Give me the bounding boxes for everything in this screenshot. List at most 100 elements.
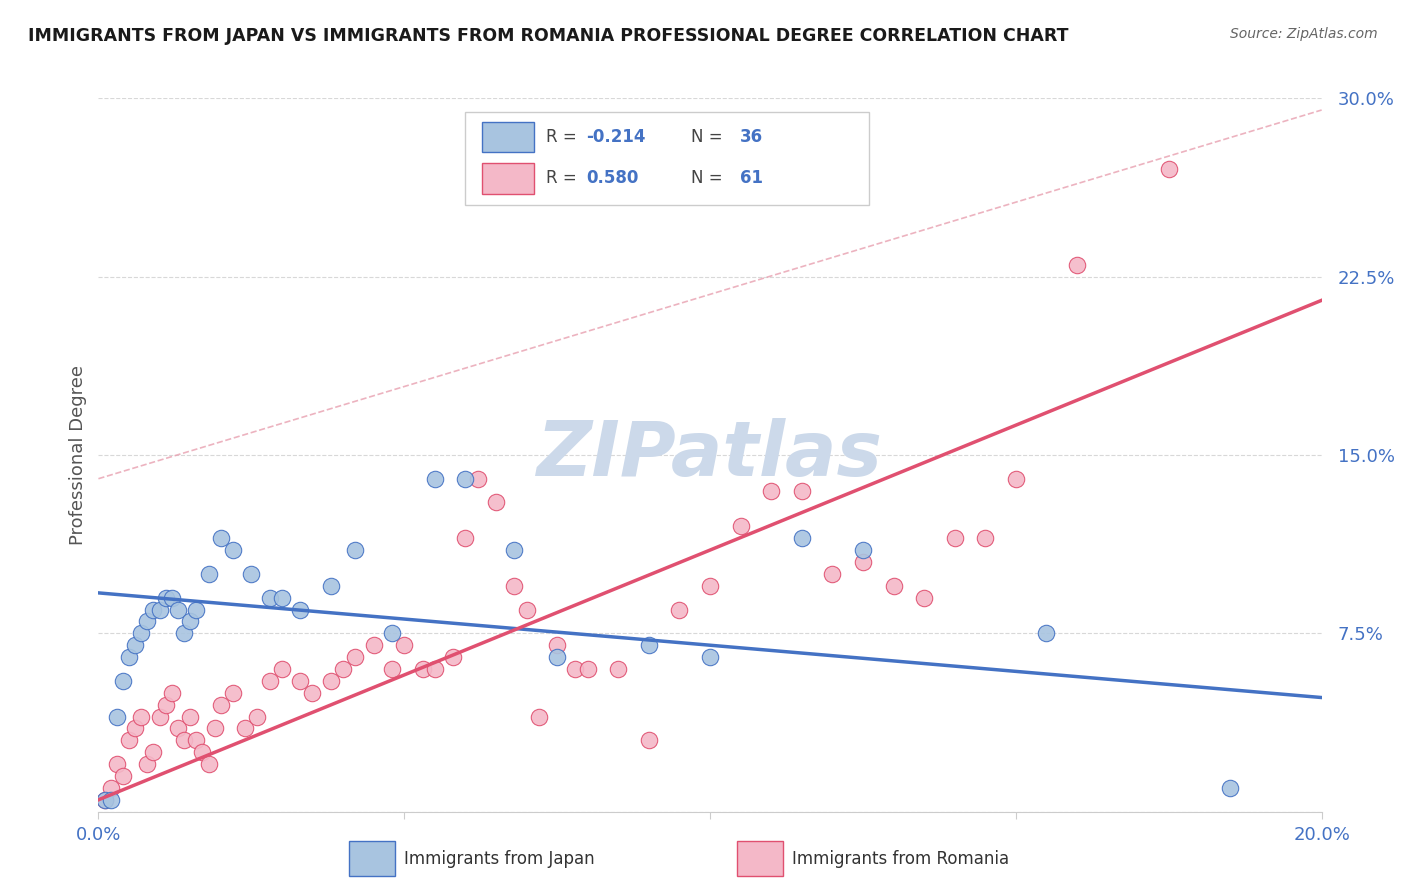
Point — [564, 662, 586, 676]
Point — [412, 662, 434, 676]
Point — [290, 602, 312, 616]
Point — [129, 626, 152, 640]
Point — [576, 662, 599, 676]
Point — [233, 722, 256, 736]
Point — [503, 543, 526, 558]
Point — [160, 686, 183, 700]
Point — [852, 543, 875, 558]
Point — [546, 650, 568, 665]
Point — [124, 722, 146, 736]
Point — [105, 757, 128, 772]
FancyBboxPatch shape — [737, 841, 783, 876]
Point — [129, 709, 152, 723]
Point — [607, 662, 630, 676]
Point — [142, 602, 165, 616]
Point — [173, 733, 195, 747]
Point — [270, 662, 292, 676]
Point — [118, 733, 141, 747]
Point — [759, 483, 782, 498]
Point — [240, 566, 263, 581]
Point — [912, 591, 935, 605]
Point — [821, 566, 844, 581]
Point — [454, 472, 477, 486]
Point — [204, 722, 226, 736]
Point — [485, 495, 508, 509]
Point — [209, 531, 232, 545]
Point — [270, 591, 292, 605]
Point — [363, 638, 385, 652]
Point — [246, 709, 269, 723]
Point — [197, 566, 219, 581]
Point — [111, 673, 134, 688]
Point — [118, 650, 141, 665]
Point — [222, 686, 245, 700]
Point — [124, 638, 146, 652]
Point — [155, 591, 177, 605]
Point — [301, 686, 323, 700]
Point — [852, 555, 875, 569]
Point — [527, 709, 550, 723]
Point — [100, 780, 122, 795]
Point — [441, 650, 464, 665]
Point — [790, 483, 813, 498]
Point — [155, 698, 177, 712]
Point — [546, 638, 568, 652]
Point — [381, 662, 404, 676]
Point — [790, 531, 813, 545]
Point — [381, 626, 404, 640]
Point — [290, 673, 312, 688]
Point — [423, 662, 446, 676]
Point — [222, 543, 245, 558]
Point — [319, 579, 342, 593]
Point — [454, 531, 477, 545]
Point — [149, 709, 172, 723]
Point — [93, 793, 115, 807]
Point — [136, 615, 159, 629]
Point — [136, 757, 159, 772]
Point — [191, 745, 214, 759]
Point — [974, 531, 997, 545]
Point — [186, 733, 208, 747]
Point — [149, 602, 172, 616]
Point — [699, 650, 721, 665]
Point — [167, 602, 190, 616]
Point — [173, 626, 195, 640]
Point — [1004, 472, 1026, 486]
Point — [259, 673, 281, 688]
Point — [197, 757, 219, 772]
Point — [259, 591, 281, 605]
Point — [142, 745, 165, 759]
Point — [392, 638, 416, 652]
Point — [1035, 626, 1057, 640]
Point — [319, 673, 342, 688]
Point — [1157, 162, 1180, 177]
Point — [883, 579, 905, 593]
Text: ZIPatlas: ZIPatlas — [537, 418, 883, 491]
Point — [467, 472, 489, 486]
FancyBboxPatch shape — [349, 841, 395, 876]
Point — [344, 543, 367, 558]
Point — [516, 602, 538, 616]
Point — [344, 650, 367, 665]
Point — [637, 733, 661, 747]
Point — [332, 662, 354, 676]
Text: Immigrants from Romania: Immigrants from Romania — [792, 849, 1008, 868]
Point — [111, 769, 134, 783]
Point — [943, 531, 966, 545]
Y-axis label: Professional Degree: Professional Degree — [69, 365, 87, 545]
Point — [186, 602, 208, 616]
Point — [1066, 258, 1088, 272]
Point — [503, 579, 526, 593]
Point — [179, 615, 201, 629]
Point — [668, 602, 690, 616]
Point — [699, 579, 721, 593]
Point — [637, 638, 661, 652]
Point — [179, 709, 201, 723]
Point — [423, 472, 446, 486]
Text: Immigrants from Japan: Immigrants from Japan — [404, 849, 595, 868]
Point — [100, 793, 122, 807]
Point — [167, 722, 190, 736]
Point — [105, 709, 128, 723]
Point — [730, 519, 752, 533]
Point — [93, 793, 115, 807]
